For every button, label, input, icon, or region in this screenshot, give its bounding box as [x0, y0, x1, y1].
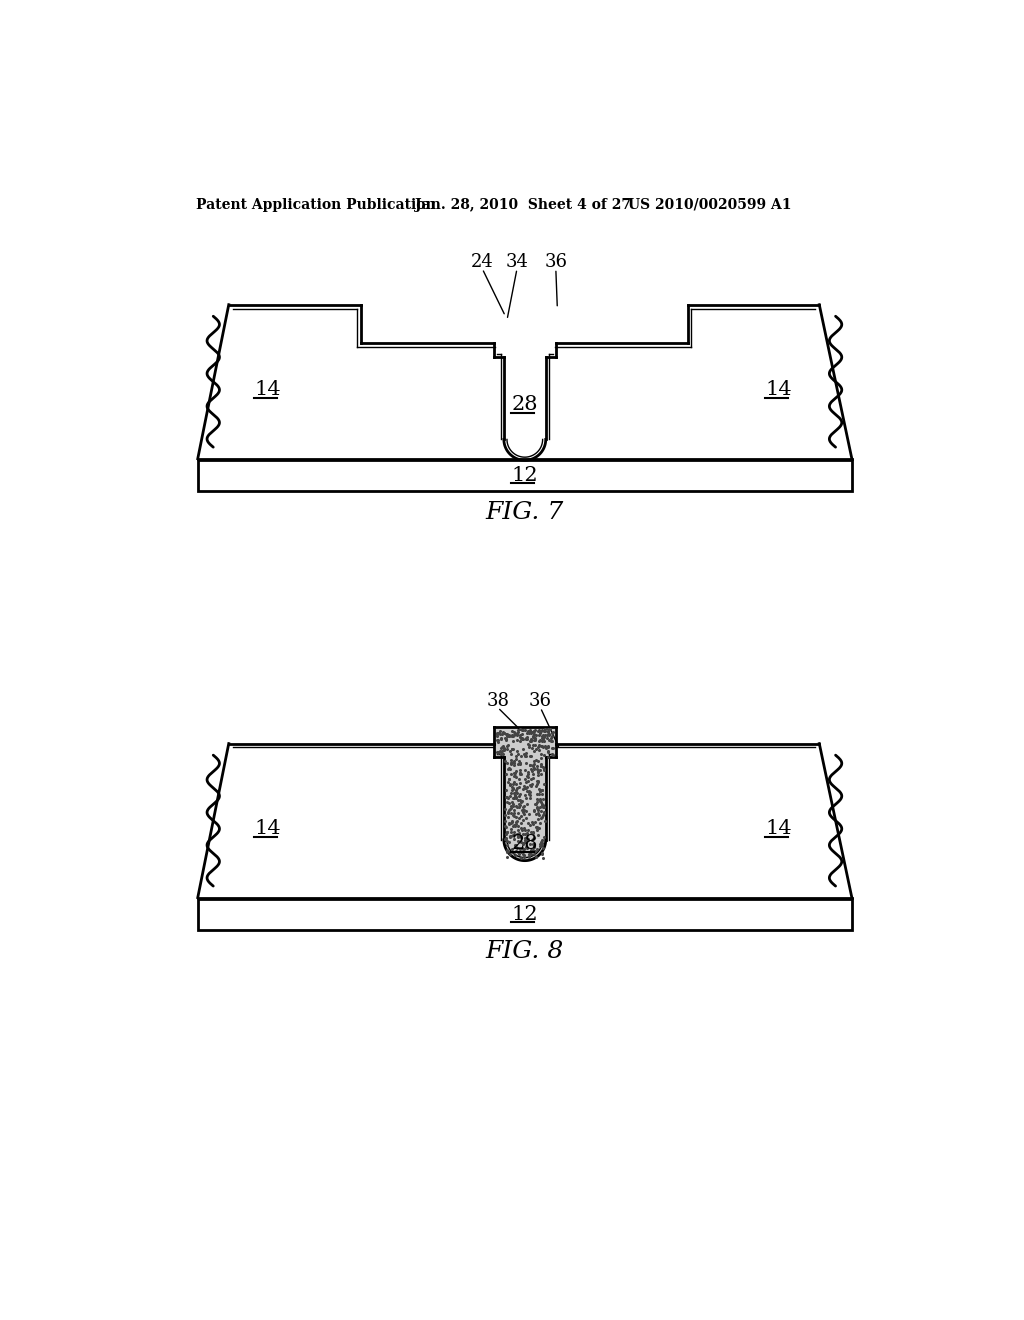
Text: Jan. 28, 2010  Sheet 4 of 27: Jan. 28, 2010 Sheet 4 of 27 [415, 198, 631, 211]
Text: FIG. 7: FIG. 7 [485, 502, 564, 524]
Text: 24: 24 [471, 253, 494, 272]
Polygon shape [198, 305, 852, 459]
Text: 28: 28 [512, 834, 538, 853]
Text: 12: 12 [511, 466, 539, 486]
Text: Patent Application Publication: Patent Application Publication [197, 198, 436, 211]
Text: 12: 12 [511, 906, 539, 924]
Bar [198, 461, 852, 491]
Text: 28: 28 [512, 395, 538, 414]
Text: FIG. 8: FIG. 8 [485, 940, 564, 964]
Text: 14: 14 [254, 818, 281, 838]
Text: US 2010/0020599 A1: US 2010/0020599 A1 [628, 198, 792, 211]
Bar [198, 899, 852, 929]
Text: 36: 36 [545, 253, 567, 272]
Polygon shape [198, 743, 852, 898]
Text: 38: 38 [486, 692, 509, 710]
Text: 14: 14 [766, 380, 793, 399]
Text: 14: 14 [254, 380, 281, 399]
Polygon shape [495, 727, 555, 861]
Text: 34: 34 [506, 253, 528, 272]
Text: 14: 14 [766, 818, 793, 838]
Text: 36: 36 [528, 692, 552, 710]
